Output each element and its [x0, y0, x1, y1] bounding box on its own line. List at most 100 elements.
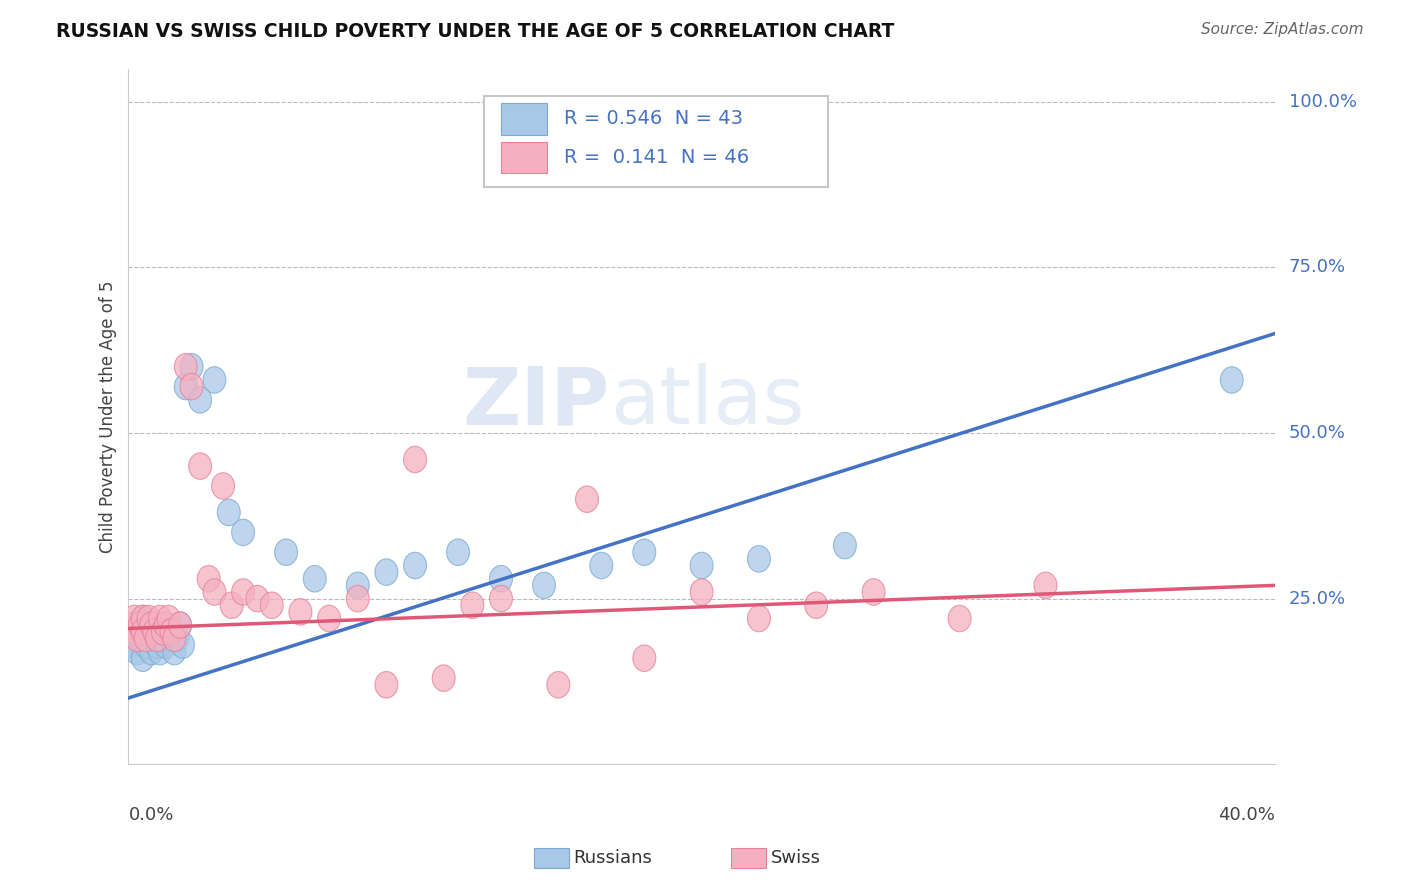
Ellipse shape — [125, 618, 149, 645]
Ellipse shape — [136, 625, 160, 652]
Ellipse shape — [146, 632, 169, 658]
Ellipse shape — [211, 473, 235, 500]
Ellipse shape — [862, 579, 884, 606]
Ellipse shape — [246, 585, 269, 612]
Ellipse shape — [404, 552, 426, 579]
Ellipse shape — [690, 579, 713, 606]
Ellipse shape — [155, 632, 177, 658]
Text: atlas: atlas — [610, 363, 804, 442]
Ellipse shape — [172, 632, 194, 658]
Ellipse shape — [633, 645, 655, 672]
Text: 50.0%: 50.0% — [1288, 424, 1346, 442]
Text: 25.0%: 25.0% — [1288, 590, 1346, 607]
Ellipse shape — [404, 446, 426, 473]
Ellipse shape — [533, 572, 555, 599]
Ellipse shape — [125, 639, 149, 665]
Ellipse shape — [948, 606, 972, 632]
Ellipse shape — [120, 632, 143, 658]
Ellipse shape — [157, 618, 180, 645]
Ellipse shape — [346, 585, 370, 612]
Bar — [501, 142, 547, 173]
Ellipse shape — [633, 539, 655, 566]
Ellipse shape — [152, 618, 174, 645]
Ellipse shape — [174, 374, 197, 400]
Text: Swiss: Swiss — [770, 849, 821, 867]
Ellipse shape — [748, 546, 770, 572]
Text: Source: ZipAtlas.com: Source: ZipAtlas.com — [1201, 22, 1364, 37]
Ellipse shape — [202, 367, 226, 393]
Ellipse shape — [141, 612, 163, 639]
Ellipse shape — [169, 612, 191, 639]
Ellipse shape — [188, 386, 211, 413]
Ellipse shape — [131, 645, 155, 672]
Ellipse shape — [120, 612, 143, 639]
Ellipse shape — [136, 606, 160, 632]
Ellipse shape — [174, 353, 197, 380]
Ellipse shape — [346, 572, 370, 599]
Ellipse shape — [180, 374, 202, 400]
Ellipse shape — [690, 552, 713, 579]
Text: 0.0%: 0.0% — [128, 806, 174, 824]
Ellipse shape — [146, 625, 169, 652]
Text: R =  0.141  N = 46: R = 0.141 N = 46 — [564, 148, 749, 167]
Ellipse shape — [274, 539, 298, 566]
Ellipse shape — [221, 592, 243, 618]
Ellipse shape — [149, 639, 172, 665]
Text: 40.0%: 40.0% — [1218, 806, 1275, 824]
Ellipse shape — [131, 606, 155, 632]
Ellipse shape — [290, 599, 312, 625]
Ellipse shape — [152, 625, 174, 652]
Ellipse shape — [122, 612, 146, 639]
Ellipse shape — [160, 625, 183, 652]
Ellipse shape — [232, 579, 254, 606]
Ellipse shape — [575, 486, 599, 513]
FancyBboxPatch shape — [484, 96, 828, 186]
Ellipse shape — [163, 639, 186, 665]
Ellipse shape — [131, 618, 155, 645]
Ellipse shape — [180, 353, 202, 380]
Ellipse shape — [197, 566, 221, 592]
Ellipse shape — [748, 606, 770, 632]
Ellipse shape — [1220, 367, 1243, 393]
Ellipse shape — [163, 625, 186, 652]
Text: 75.0%: 75.0% — [1288, 259, 1346, 277]
Ellipse shape — [157, 606, 180, 632]
Ellipse shape — [125, 625, 149, 652]
Ellipse shape — [128, 612, 152, 639]
Ellipse shape — [232, 519, 254, 546]
Ellipse shape — [591, 552, 613, 579]
Text: RUSSIAN VS SWISS CHILD POVERTY UNDER THE AGE OF 5 CORRELATION CHART: RUSSIAN VS SWISS CHILD POVERTY UNDER THE… — [56, 22, 894, 41]
Ellipse shape — [134, 632, 157, 658]
Ellipse shape — [804, 592, 828, 618]
Ellipse shape — [447, 539, 470, 566]
Ellipse shape — [1033, 572, 1057, 599]
Ellipse shape — [149, 606, 172, 632]
Bar — [501, 103, 547, 135]
Ellipse shape — [146, 618, 169, 645]
Ellipse shape — [122, 606, 146, 632]
Ellipse shape — [375, 559, 398, 585]
Ellipse shape — [131, 606, 155, 632]
Ellipse shape — [461, 592, 484, 618]
Ellipse shape — [375, 672, 398, 698]
Ellipse shape — [169, 612, 191, 639]
Ellipse shape — [202, 579, 226, 606]
Ellipse shape — [160, 618, 183, 645]
Text: R = 0.546  N = 43: R = 0.546 N = 43 — [564, 110, 742, 128]
Ellipse shape — [318, 606, 340, 632]
Ellipse shape — [155, 612, 177, 639]
Ellipse shape — [134, 625, 157, 652]
Ellipse shape — [122, 618, 146, 645]
Ellipse shape — [166, 625, 188, 652]
Ellipse shape — [141, 639, 163, 665]
Ellipse shape — [834, 533, 856, 559]
Ellipse shape — [489, 585, 512, 612]
Ellipse shape — [188, 453, 211, 479]
Text: ZIP: ZIP — [463, 363, 610, 442]
Ellipse shape — [547, 672, 569, 698]
Text: Russians: Russians — [574, 849, 652, 867]
Ellipse shape — [136, 618, 160, 645]
Ellipse shape — [260, 592, 283, 618]
Ellipse shape — [489, 566, 512, 592]
Ellipse shape — [128, 625, 152, 652]
